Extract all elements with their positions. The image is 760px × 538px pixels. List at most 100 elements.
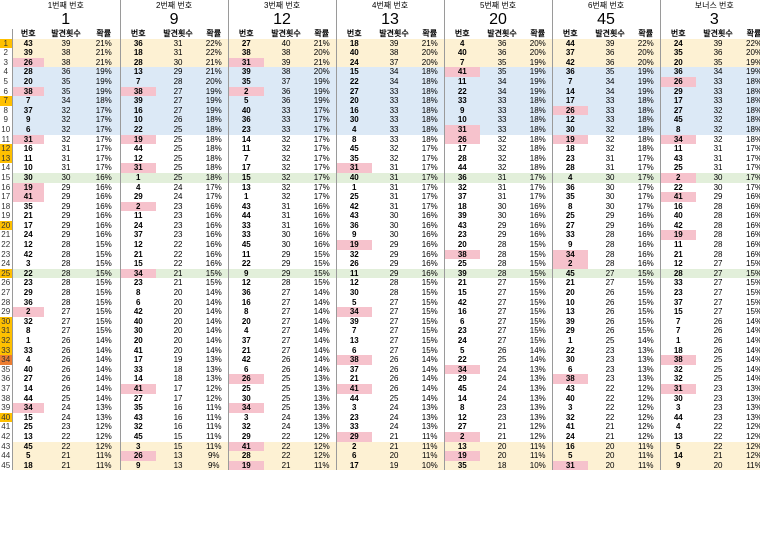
number-cell: 24 [659,38,697,49]
row-number: 12 [0,144,12,154]
probability-cell: 12% [313,441,330,451]
count-cell: 23 [605,355,615,365]
count-cell: 29 [61,230,71,240]
number-cell: 37 [551,48,589,58]
count-cell: 23 [605,374,615,384]
count-cell: 31 [713,153,723,163]
number-cell: 13 [443,441,481,452]
count-cell: 27 [713,307,723,317]
probability-cell: 18% [746,115,760,125]
count-cell: 27 [713,297,723,307]
number-cell: 39 [119,96,157,106]
count-cell: 35 [605,67,615,77]
number-cell: 7 [659,316,697,327]
number-cell: 12 [119,153,157,164]
number-cell: 32 [551,412,589,423]
probability-cell: 15% [95,307,112,317]
count-cell: 26 [173,115,183,125]
row-number: 15 [0,172,12,183]
probability-cell: 14% [95,383,112,393]
probability-cell: 20% [421,57,438,67]
count-col-header: 발견횟수 [51,29,81,38]
probability-cell: 16% [205,211,222,221]
count-cell: 23 [173,201,183,211]
probability-cell: 18% [529,134,546,144]
probability-cell: 12% [637,403,654,413]
number-cell: 36 [119,38,157,49]
number-cell: 12 [443,412,481,423]
count-cell: 15 [173,441,183,451]
probability-cell: 17% [313,105,330,115]
probability-cell: 19% [529,67,546,77]
probability-cell: 12% [529,422,546,432]
number-cell: 43 [551,383,589,394]
table-row: 7 7 34 18% 39 27 19% 5 36 19% 20 33 18% 33 33 18% 17 33 18… [0,96,760,106]
probability-cell: 21% [313,38,330,48]
number-cell: 36 [227,115,265,125]
number-cell: 25 [659,163,697,173]
number-cell: 45 [119,431,157,442]
count-cell: 26 [61,345,71,355]
count-cell: 28 [61,240,71,250]
probability-cell: 17% [313,192,330,202]
row-number: 39 [0,403,12,413]
probability-cell: 18% [421,105,438,115]
count-col-header: 발견횟수 [595,29,625,38]
count-cell: 32 [713,105,723,115]
probability-cell: 13% [637,374,654,384]
probability-cell: 19% [637,67,654,77]
probability-cell: 19% [529,57,546,67]
probability-cell: 17% [313,134,330,144]
row-number: 7 [0,96,12,106]
count-cell: 33 [389,115,399,125]
table-row: 33 33 26 14% 41 20 14% 21 27 14% 6 27 15% 5 26 14% 22 23 1… [0,345,760,356]
count-cell: 28 [389,288,399,298]
probability-cell: 16% [529,220,546,230]
number-cell: 45 [227,240,265,250]
table-row: 34 4 26 14% 17 19 13% 42 26 14% 38 26 14% 22 25 14% 30 23… [0,355,760,365]
probability-cell: 15% [637,316,654,326]
number-cell: 11 [11,153,44,164]
number-cell: 4 [659,422,697,432]
count-cell: 32 [281,192,291,202]
number-cell: 14 [119,374,157,384]
number-cell: 39 [227,67,265,77]
number-cell: 33 [11,345,44,356]
count-cell: 33 [497,124,507,134]
count-cell: 27 [281,307,291,317]
probability-cell: 16% [95,220,112,230]
probability-cell: 14% [313,345,330,355]
probability-cell: 17% [529,182,546,192]
number-cell: 44 [119,144,157,154]
count-cell: 35 [713,57,723,67]
number-cell: 6 [119,297,157,308]
count-cell: 31 [61,144,71,154]
number-cell: 22 [443,355,481,365]
row-number: 25 [0,268,12,279]
probability-cell: 18% [746,134,760,144]
probability-col-header: 확률 [96,29,112,38]
number-cell: 33 [551,230,589,241]
column-header-row: 번호 발견횟수 확률 번호 발견횟수 확률 번호 발견횟수 확률 번호 발견횟수 확률 번호 발견횟수 확률… [0,29,760,39]
probability-cell: 19% [313,96,330,106]
probability-cell: 17% [421,144,438,154]
number-cell: 21 [335,374,373,384]
number-cell: 3 [119,441,157,452]
number-cell: 3 [227,412,265,423]
row-number: 4 [0,67,12,77]
count-cell: 22 [605,403,615,413]
probability-cell: 16% [313,211,330,221]
number-cell: 19 [551,134,589,145]
probability-cell: 17% [313,153,330,163]
table-row: 28 36 28 15% 6 20 14% 16 27 14% 5 27 15% 42 27 15% 10 26 1… [0,297,760,308]
probability-cell: 18% [529,115,546,125]
number-cell: 30 [659,393,697,404]
count-cell: 24 [173,182,183,192]
number-cell: 6 [551,364,589,375]
count-cell: 16 [173,412,183,422]
count-cell: 39 [605,38,615,48]
probability-cell: 13% [95,403,112,413]
count-col-header: 발견횟수 [271,29,301,38]
probability-cell: 14% [95,355,112,365]
probability-cell: 18% [205,153,222,163]
